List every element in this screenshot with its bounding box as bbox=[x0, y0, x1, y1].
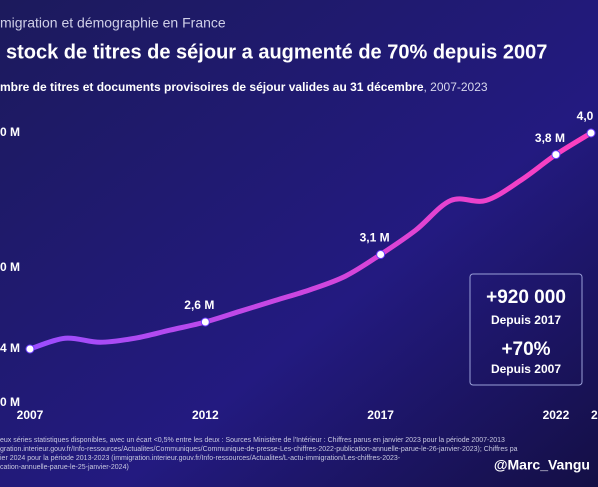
data-label: 4,0 bbox=[577, 109, 594, 123]
point bbox=[551, 150, 561, 160]
chart-title: stock de titres de séjour a augmenté de … bbox=[6, 41, 547, 63]
credit: @Marc_Vangu bbox=[494, 457, 590, 473]
box-big: +70% bbox=[501, 339, 550, 360]
x-tick-label: 2017 bbox=[367, 408, 394, 422]
x-tick-label: 2022 bbox=[543, 408, 570, 422]
point bbox=[200, 317, 210, 327]
data-label: 3,1 M bbox=[360, 231, 390, 245]
footnote: gration.interieur.gouv.fr/Info-ressource… bbox=[0, 446, 518, 453]
data-label: 2,6 M bbox=[184, 298, 214, 312]
line bbox=[27, 130, 594, 352]
summary-box bbox=[469, 273, 583, 386]
box-small: Depuis 2017 bbox=[491, 313, 561, 327]
footnote: cation-annuelle-parue-le-25-janvier-2024… bbox=[0, 464, 129, 471]
kicker: migration et démographie en France bbox=[0, 15, 226, 31]
footnote: ier 2024 pour la période 2013-2023 (immi… bbox=[0, 455, 401, 462]
subtitle: mbre de titres et documents provisoires … bbox=[0, 80, 488, 94]
point bbox=[586, 128, 596, 138]
y-tick-label: 0 M bbox=[0, 125, 20, 139]
footnote: eux séries statistiques disponibles, ave… bbox=[0, 437, 505, 444]
y-tick-label: 0 M bbox=[0, 395, 20, 409]
box-big: +920 000 bbox=[486, 287, 566, 308]
subtitle-main: mbre de titres et documents provisoires … bbox=[0, 80, 424, 94]
y-tick-label: 0 M bbox=[0, 260, 20, 274]
data-label: 3,8 M bbox=[535, 131, 565, 145]
subtitle-period: , 2007-2023 bbox=[424, 80, 488, 94]
data-label: 4 M bbox=[0, 341, 20, 355]
x-tick-label: 202 bbox=[591, 408, 598, 422]
x-tick-label: 2007 bbox=[17, 408, 44, 422]
x-tick-label: 2012 bbox=[192, 408, 219, 422]
point bbox=[376, 250, 386, 259]
box-small: Depuis 2007 bbox=[491, 362, 561, 376]
point bbox=[25, 344, 35, 354]
